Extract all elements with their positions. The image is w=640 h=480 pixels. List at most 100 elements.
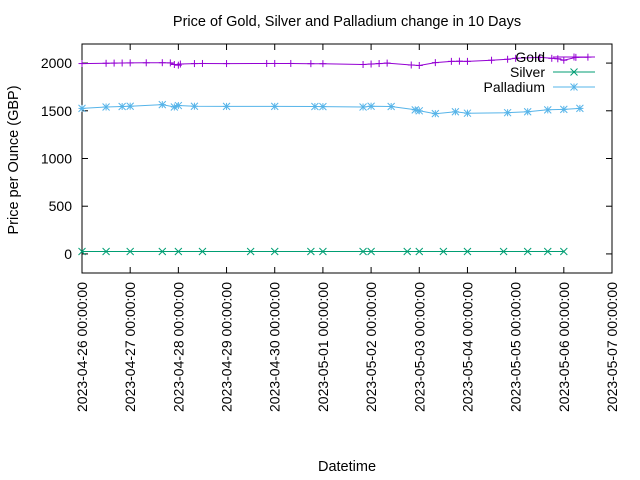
gold-point — [431, 59, 439, 67]
x-axis-ticks: 2023-04-26 00:00:00 2023-04-27 00:00:00 20… — [74, 44, 620, 412]
palladium-point — [415, 106, 424, 115]
palladium-point — [543, 105, 552, 114]
palladium-point — [158, 100, 167, 109]
palladium-point — [311, 102, 319, 111]
silver-point — [270, 247, 279, 256]
legend-marker-gold — [570, 53, 578, 61]
gold-point — [78, 60, 86, 68]
gold-point — [447, 57, 455, 65]
gold-point — [383, 59, 391, 67]
series-gold — [78, 53, 592, 69]
palladium-point — [559, 105, 568, 114]
legend-label-silver: Silver — [510, 64, 545, 80]
silver-point — [102, 247, 110, 256]
gold-point — [504, 55, 512, 63]
gold-point — [375, 60, 383, 68]
gold-point — [554, 55, 562, 63]
gold-point — [287, 59, 295, 67]
series-layer — [78, 53, 592, 256]
palladium-point — [503, 108, 512, 117]
palladium-point — [451, 107, 460, 116]
gold-point — [166, 59, 174, 67]
silver-point — [559, 247, 568, 256]
palladium-point — [222, 102, 231, 111]
silver-point — [198, 247, 207, 256]
silver-point — [403, 247, 412, 256]
gold-point — [415, 61, 423, 69]
x-tick-label: 2023-05-05 00:00:00 — [508, 282, 524, 412]
silver-point — [246, 247, 255, 256]
silver-point — [463, 247, 472, 256]
gold-point — [126, 59, 134, 67]
x-tick-label: 2023-05-06 00:00:00 — [556, 282, 572, 412]
x-axis-label: Datetime — [318, 459, 376, 475]
x-tick-label: 2023-04-29 00:00:00 — [219, 282, 235, 412]
palladium-point — [102, 103, 110, 111]
gold-point — [536, 53, 544, 61]
gold-point — [463, 57, 471, 65]
x-tick-label: 2023-05-07 00:00:00 — [604, 282, 620, 412]
x-tick-label: 2023-04-27 00:00:00 — [122, 282, 138, 412]
x-tick-label: 2023-04-28 00:00:00 — [170, 282, 186, 412]
silver-point — [543, 247, 552, 256]
palladium-point — [78, 104, 86, 113]
gold-point — [367, 60, 375, 68]
y-tick-label: 2000 — [41, 55, 72, 71]
gold-point — [512, 54, 520, 62]
gold-point — [407, 61, 415, 69]
silver-point — [359, 247, 367, 256]
palladium-point — [118, 102, 127, 111]
x-tick-label: 2023-05-01 00:00:00 — [315, 282, 331, 412]
chart-title: Price of Gold, Silver and Palladium chan… — [173, 14, 521, 30]
gold-point — [170, 61, 178, 69]
gold-point — [102, 59, 110, 67]
silver-point — [319, 247, 327, 256]
silver-point — [523, 247, 532, 256]
y-axis-label: Price per Ounce (GBP) — [6, 85, 22, 234]
legend-marker-silver — [570, 68, 578, 76]
palladium-point — [270, 102, 279, 111]
silver-point — [499, 247, 508, 256]
y-tick-label: 1000 — [41, 151, 72, 167]
x-tick-label: 2023-05-04 00:00:00 — [459, 282, 475, 412]
silver-point — [158, 247, 167, 256]
gold-point — [271, 59, 279, 67]
palladium-point — [367, 102, 375, 111]
legend-label-palladium: Palladium — [484, 79, 545, 95]
series-silver — [78, 247, 568, 256]
silver-point — [174, 247, 183, 256]
palladium-point — [463, 109, 472, 118]
palladium-point — [319, 102, 327, 111]
gold-point — [455, 57, 463, 65]
palladium-point — [523, 107, 532, 116]
y-tick-label: 0 — [64, 246, 72, 262]
palladium-point — [126, 102, 135, 111]
y-axis-ticks: 0 500 1000 1500 2000 — [41, 55, 612, 262]
palladium-point — [359, 103, 367, 111]
silver-point — [307, 247, 315, 256]
legend-label-gold: Gold — [515, 49, 545, 65]
gold-point — [190, 60, 198, 68]
gold-point — [560, 56, 568, 64]
gold-point — [548, 54, 556, 62]
gold-point — [359, 61, 367, 69]
gold-point — [198, 59, 206, 67]
silver-point — [78, 247, 86, 256]
gold-point — [319, 60, 327, 68]
palladium-point — [190, 102, 199, 111]
gold-point — [142, 59, 150, 67]
gold-point — [263, 59, 271, 67]
gold-point — [110, 59, 118, 67]
palladium-point — [387, 102, 396, 111]
x-tick-label: 2023-05-03 00:00:00 — [411, 282, 427, 412]
y-tick-label: 1500 — [41, 103, 72, 119]
gold-point — [176, 60, 184, 68]
silver-point — [367, 247, 375, 256]
y-tick-label: 500 — [49, 198, 73, 214]
gold-point — [223, 60, 231, 68]
series-palladium — [78, 100, 584, 118]
palladium-point — [174, 101, 183, 110]
palladium-point — [431, 109, 440, 118]
